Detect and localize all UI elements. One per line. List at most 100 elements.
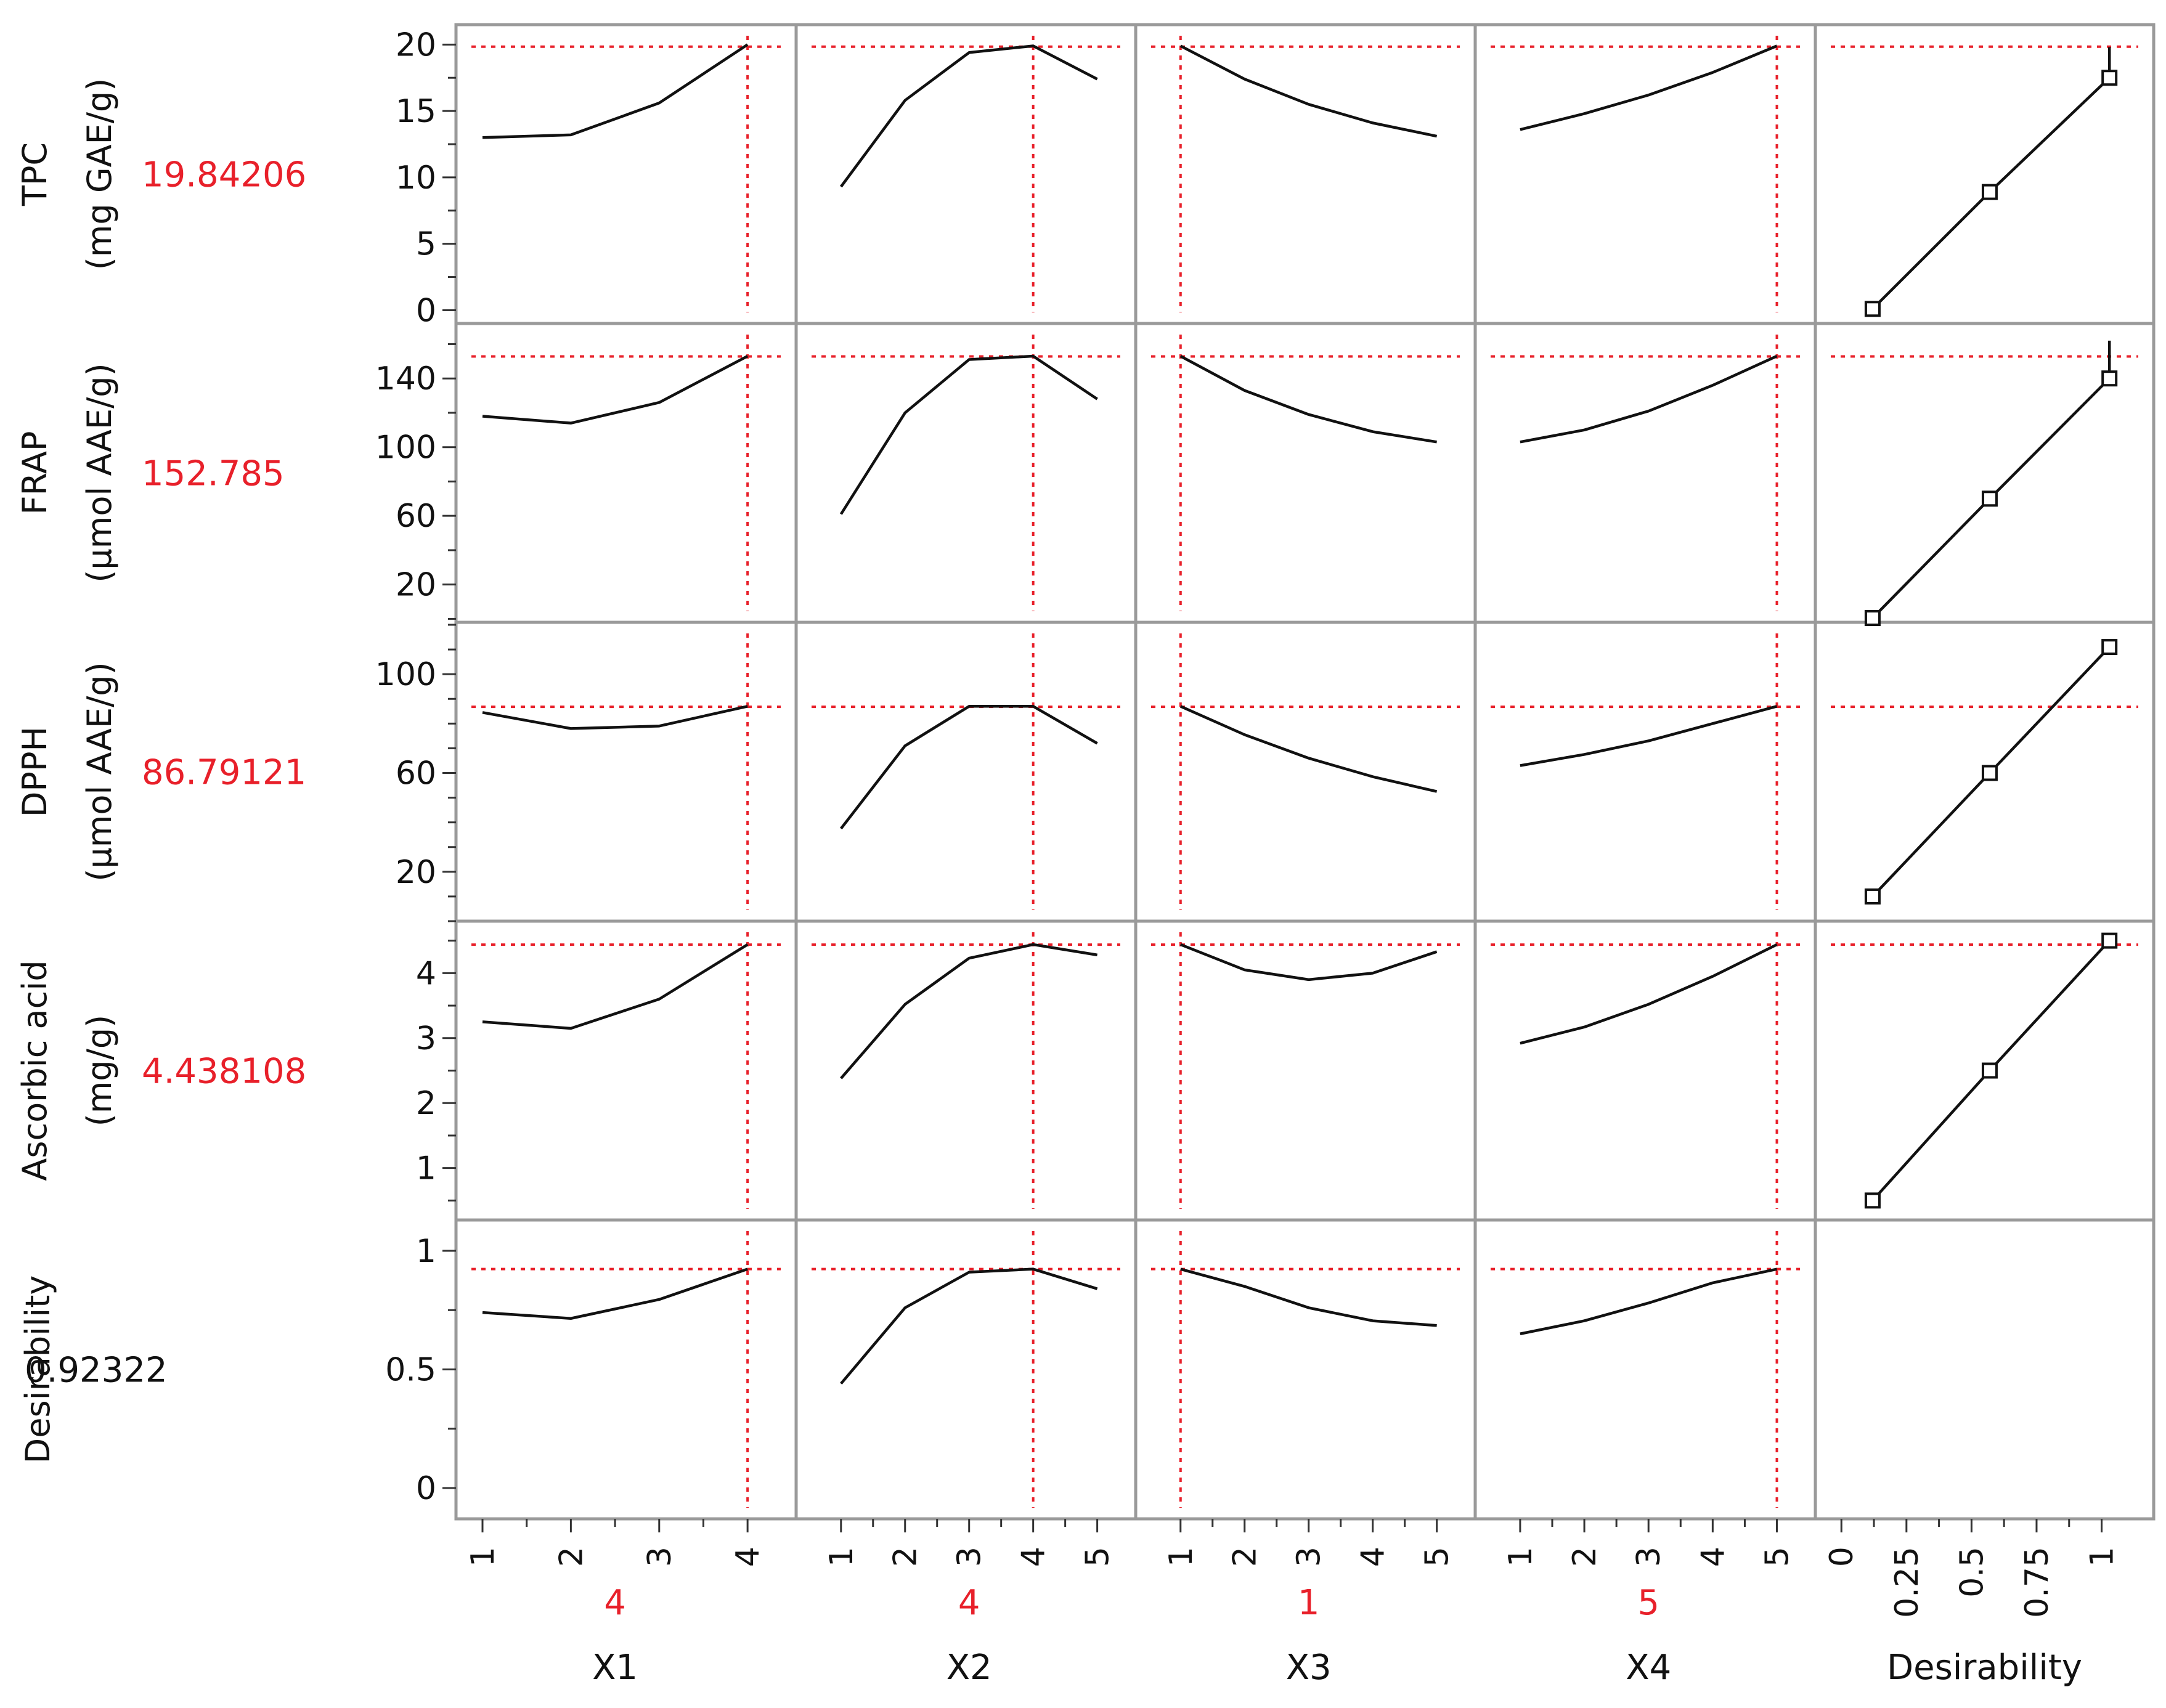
x-tick-label: 2	[1566, 1547, 1603, 1567]
x-tick-label: 4	[730, 1547, 767, 1567]
desirability-control-point	[1981, 1062, 1998, 1079]
y-tick-label: 20	[396, 26, 436, 63]
current-response-value: 0.92322	[25, 1351, 168, 1391]
y-tick-label: 60	[396, 755, 436, 792]
profile-curve-x1	[482, 43, 749, 139]
y-tick-label: 20	[396, 567, 436, 604]
current-response-value: 86.79121	[142, 753, 306, 793]
response-label: TPC	[15, 142, 54, 206]
response-label: Desirability	[18, 1275, 57, 1464]
panel-frame-r4-c4	[1814, 1218, 2156, 1521]
profile-curve-x3	[1179, 943, 1438, 982]
x-tick-label: 3	[1291, 1547, 1328, 1567]
panel-frame-r0-c3	[1473, 23, 1817, 325]
y-tick-label: 15	[396, 93, 436, 130]
x-axis-title: X3	[1286, 1648, 1332, 1688]
x-axis-title: X1	[592, 1648, 638, 1688]
x-tick-label: 1	[1163, 1547, 1200, 1567]
x-tick-label: 2	[887, 1547, 924, 1567]
x-tick-label: 1	[2084, 1547, 2121, 1567]
profile-curve-x2	[839, 705, 1098, 830]
profile-curve-x4	[1520, 705, 1778, 767]
y-tick-label: 20	[396, 854, 436, 891]
panel-frame-r0-c4	[1814, 23, 2156, 325]
x-tick-label: 1	[1502, 1547, 1539, 1567]
x-tick-label: 2	[553, 1547, 590, 1567]
x-axis-title: Desirability	[1887, 1648, 2082, 1688]
panel-frame-r1-c1	[794, 322, 1138, 624]
profile-curve-x1	[482, 1267, 748, 1320]
response-label: Ascorbic acid	[15, 960, 54, 1181]
current-response-value: 4.438108	[142, 1052, 306, 1092]
desirability-control-point	[1864, 888, 1881, 905]
desirability-control-point	[1864, 301, 1881, 317]
y-tick-label: 5	[416, 226, 436, 263]
x-tick-label: 4	[1016, 1547, 1052, 1567]
x-tick-label: 0.25	[1889, 1547, 1926, 1618]
current-factor-value: 1	[1298, 1583, 1320, 1623]
panel-frame-r4-c0	[454, 1218, 798, 1521]
y-tick-label: 1	[416, 1150, 436, 1187]
profile-curve-x4	[1520, 44, 1778, 131]
current-response-value: 19.84206	[142, 155, 306, 195]
panel-frame-r1-c0	[454, 322, 798, 624]
desirability-control-point	[1864, 610, 1881, 627]
desirability-control-point	[2101, 639, 2118, 656]
y-tick-label: 1	[416, 1233, 436, 1270]
panel-frame-r0-c2	[1134, 23, 1477, 325]
x-tick-label: 3	[1631, 1547, 1667, 1567]
x-tick-label: 0.5	[1953, 1547, 1990, 1598]
profile-curve-x4	[1520, 1267, 1777, 1335]
current-factor-value: 4	[604, 1583, 626, 1623]
panel-frame-r1-c3	[1473, 322, 1817, 624]
x-tick-label: 1	[465, 1547, 502, 1567]
response-label: DPPH	[15, 726, 54, 817]
y-tick-label: 0	[416, 1470, 436, 1507]
y-tick-label: 2	[416, 1085, 436, 1122]
x-tick-label: 3	[951, 1547, 988, 1567]
x-tick-label: 5	[1759, 1547, 1796, 1567]
y-tick-label: 0.5	[385, 1352, 436, 1389]
response-label: FRAP	[15, 431, 54, 515]
panel-frame-r2-c3	[1473, 620, 1817, 923]
panel-frame-r0-c0	[454, 23, 798, 325]
desirability-control-point	[1981, 184, 1998, 200]
x-tick-label: 5	[1419, 1547, 1456, 1567]
desirability-control-point	[1981, 765, 1998, 781]
y-tick-label: 100	[375, 656, 436, 693]
x-tick-label: 4	[1355, 1547, 1392, 1567]
y-tick-label: 60	[396, 498, 436, 535]
profile-curve-x4	[1520, 354, 1778, 444]
y-tick-label: 140	[375, 360, 436, 397]
response-label: (µmol AAE/g)	[80, 363, 119, 582]
response-label: (mg GAE/g)	[80, 78, 119, 270]
profile-curve-x3	[1180, 1267, 1437, 1327]
profile-curve-x2	[840, 1267, 1098, 1385]
profile-curve-x1	[482, 705, 748, 730]
desirability-control-point	[2101, 932, 2118, 949]
y-tick-label: 10	[396, 160, 436, 197]
panel-frame-r3-c2	[1134, 919, 1477, 1222]
panel-frame-r2-c0	[454, 620, 798, 923]
response-label: (µmol AAE/g)	[80, 662, 119, 881]
panel-frame-r2-c2	[1134, 620, 1477, 923]
desirability-control-point	[1981, 490, 1998, 507]
x-tick-label: 2	[1227, 1547, 1264, 1567]
x-tick-label: 0	[1823, 1547, 1860, 1567]
panel-frame-r2-c1	[794, 620, 1138, 923]
panel-frame-r1-c2	[1134, 322, 1477, 624]
current-factor-value: 5	[1637, 1583, 1659, 1623]
profile-curve-x3	[1179, 705, 1438, 793]
x-tick-label: 5	[1080, 1547, 1117, 1567]
panel-frame-r3-c0	[454, 919, 798, 1222]
panel-frame-r4-c2	[1134, 1218, 1477, 1521]
desirability-control-point	[1864, 1192, 1881, 1209]
y-tick-label: 3	[416, 1020, 436, 1057]
y-tick-label: 0	[416, 292, 436, 329]
profile-curve-x1	[482, 354, 749, 425]
panel-frame-r4-c1	[794, 1218, 1138, 1521]
y-tick-label: 4	[416, 955, 436, 992]
panel-frame-r3-c3	[1473, 919, 1817, 1222]
x-axis-title: X2	[947, 1648, 992, 1688]
